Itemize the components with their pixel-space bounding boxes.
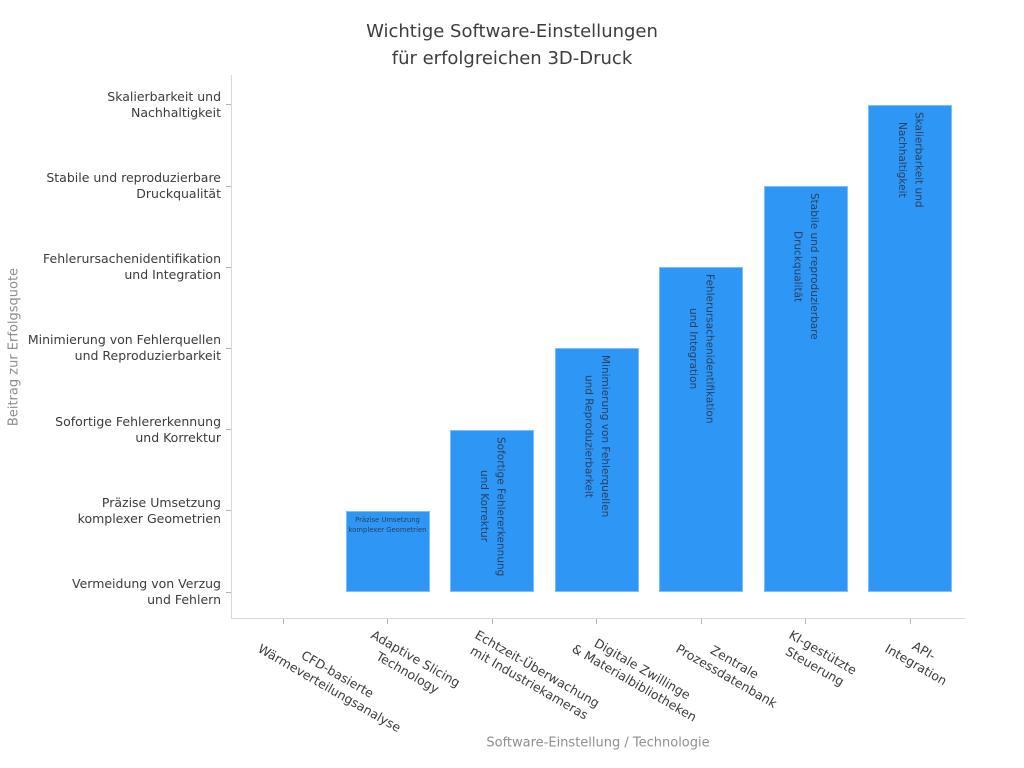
x-tick-mark bbox=[282, 619, 284, 624]
y-tick-mark bbox=[226, 104, 231, 106]
x-axis-title: Software-Einstellung / Technologie bbox=[486, 735, 710, 751]
y-tick-label: Skalierbarkeit und Nachhaltigkeit bbox=[107, 88, 221, 120]
bar-value-label: Minimierung von Fehlerquellen und Reprod… bbox=[582, 355, 611, 518]
x-tick-label: KI-gestützte Steuerung bbox=[782, 627, 859, 689]
bar: Minimierung von Fehlerquellen und Reprod… bbox=[554, 348, 639, 592]
x-tick-mark bbox=[805, 619, 806, 624]
x-tick-label: API-Integration bbox=[882, 638, 950, 689]
y-tick-mark bbox=[226, 510, 231, 512]
bar: Präzise Umsetzung komplexer Geometrien bbox=[345, 510, 430, 592]
plot-area: Vermeidung von Verzug und Fehlern Präzise… bbox=[28, 75, 965, 735]
y-tick-label: Minimierung von Fehlerquellen und Reprod… bbox=[27, 332, 221, 364]
bar-value-label: Präzise Umsetzung komplexer Geometrien bbox=[348, 515, 427, 534]
y-tick-mark bbox=[226, 429, 231, 431]
bar-value-label: Skalierbarkeit und Nachhaltigkeit bbox=[896, 111, 925, 208]
x-tick-mark bbox=[700, 619, 702, 624]
x-tick-mark bbox=[387, 619, 388, 624]
y-tick-mark bbox=[226, 347, 231, 349]
x-tick-mark bbox=[909, 619, 911, 624]
y-tick-label: Stabile und reproduzierbare Druckqualitä… bbox=[46, 170, 221, 202]
bar: Fehlerursachenidentifikation und Integra… bbox=[659, 267, 743, 592]
bar-value-label: Sofortige Fehlererkennung und Korrektur bbox=[478, 436, 507, 576]
y-axis-line bbox=[231, 75, 232, 618]
x-axis-line bbox=[231, 618, 965, 619]
bar: Sofortige Fehlererkennung und Korrektur bbox=[450, 429, 534, 592]
bar: Stabile und reproduzierbare Druckqualitä… bbox=[763, 186, 848, 592]
y-tick-label: Fehlerursachenidentifikation und Integra… bbox=[43, 251, 221, 283]
bar: Skalierbarkeit und Nachhaltigkeit bbox=[868, 104, 952, 592]
chart-title: Wichtige Software-Einstellungen für erfo… bbox=[366, 21, 658, 69]
x-tick-mark bbox=[596, 619, 597, 624]
y-tick-label: Vermeidung von Verzug und Fehlern bbox=[72, 576, 221, 607]
y-tick-mark bbox=[226, 185, 231, 187]
y-axis-title: Beitrag zur Erfolgsquote bbox=[6, 267, 22, 427]
bar-value-label: Stabile und reproduzierbare Druckqualitä… bbox=[791, 193, 820, 340]
y-tick-label: Sofortige Fehlererkennung und Korrektur bbox=[55, 413, 221, 445]
y-tick-mark bbox=[226, 591, 231, 593]
bar-value-label: Fehlerursachenidentifikation und Integra… bbox=[687, 274, 716, 424]
y-tick-label: Präzise Umsetzung komplexer Geometrien bbox=[77, 494, 221, 526]
x-tick-mark bbox=[491, 619, 493, 624]
y-tick-mark bbox=[226, 266, 231, 268]
